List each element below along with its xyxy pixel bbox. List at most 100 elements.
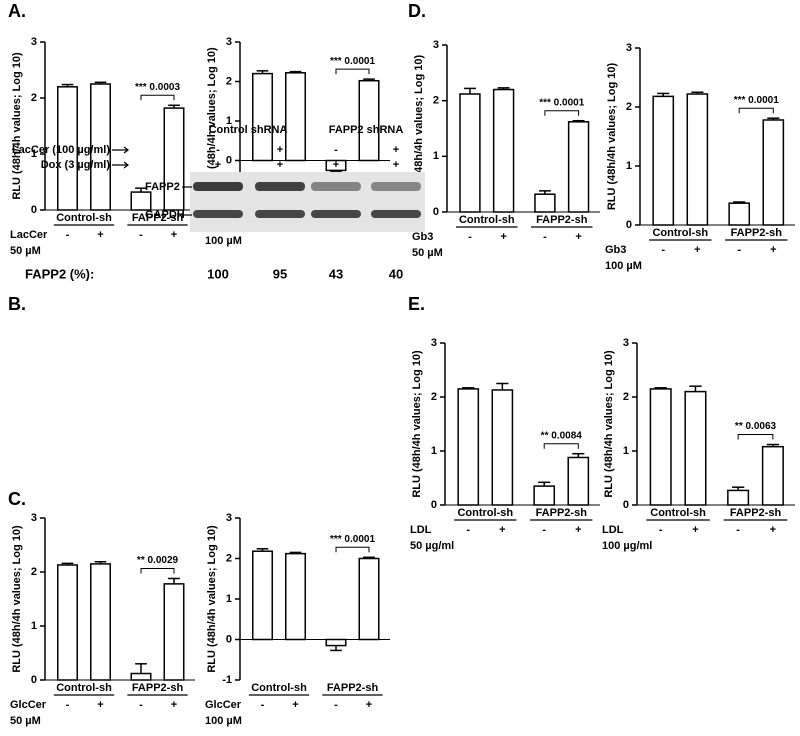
y-tick-label: 3 <box>31 36 37 48</box>
x-tick-label: - <box>66 229 70 241</box>
percent-value: 95 <box>273 266 287 281</box>
y-tick-label: 1 <box>31 148 37 160</box>
x-tick-label: + <box>770 524 776 536</box>
annotation: ** 0.0029 <box>137 555 179 566</box>
bar <box>130 191 152 211</box>
y-axis-label: RLU (48h/4h values; Log 10) <box>603 350 615 498</box>
panel-label: C. <box>8 489 26 509</box>
x-tick-label: + <box>499 524 505 536</box>
x-tick-label: - <box>466 524 470 536</box>
x-tick-label: - <box>659 524 663 536</box>
significance-bracket <box>544 110 580 116</box>
bar <box>762 119 785 226</box>
bar <box>761 445 784 506</box>
group-label: FAPP2-sh <box>536 507 588 519</box>
bar <box>163 107 185 211</box>
bar <box>491 389 514 506</box>
bar <box>457 388 480 506</box>
blot-cell: + <box>277 159 283 171</box>
y-tick-label: 2 <box>623 391 629 403</box>
x-tick-label: - <box>542 524 546 536</box>
error-bar <box>496 382 509 390</box>
dose-label: 100 µg/ml <box>602 540 652 552</box>
x-tick-label: - <box>261 699 265 711</box>
x-tick-label: + <box>770 244 776 256</box>
dose-label: 100 µM <box>205 235 242 247</box>
x-tick-label: + <box>692 524 698 536</box>
annotation: *** 0.0001 <box>734 95 779 106</box>
error-bar <box>538 190 551 195</box>
group-label: FAPP2-sh <box>731 227 783 239</box>
error-bar <box>256 70 269 74</box>
significance-bracket <box>543 443 579 449</box>
error-bar <box>572 452 585 458</box>
blot-cell: + <box>393 144 399 156</box>
x-tick-label: - <box>661 244 665 256</box>
error-bar <box>94 81 107 84</box>
x-tick-label: + <box>366 699 372 711</box>
dose-label: 100 µM <box>205 715 242 727</box>
bar <box>285 552 306 641</box>
bar <box>130 672 152 681</box>
error-bar <box>657 92 670 97</box>
bar <box>163 583 185 681</box>
y-axis-label: RLU (48h/4h values; Log 10) <box>11 52 23 200</box>
panel-label: A. <box>8 1 26 21</box>
y-tick-label: 2 <box>433 95 439 107</box>
blot-row-label: Dox (3 µg/ml) <box>41 159 111 171</box>
percent-value: 100 <box>207 266 229 281</box>
error-bar <box>330 645 342 652</box>
y-tick-label: 3 <box>431 337 437 349</box>
group-label: Control-sh <box>56 212 112 224</box>
y-axis-label: RLU (48h/4h values; Log 10) <box>206 47 218 195</box>
y-tick-label: 3 <box>31 512 37 524</box>
fapp2-band <box>371 182 421 191</box>
dose-label: 50 µM <box>10 715 41 727</box>
annotation: ** 0.0084 <box>541 430 583 441</box>
blot-cell: + <box>215 159 221 171</box>
x-tick-label: + <box>575 231 581 243</box>
y-tick-label: 1 <box>433 150 439 162</box>
panel-label: D. <box>408 1 426 21</box>
bar <box>358 557 380 641</box>
error-bar <box>463 87 476 94</box>
y-axis-label: RLU (48h/4h values; Log 10) <box>606 63 618 211</box>
gapdh-band <box>193 210 243 218</box>
error-bar <box>766 443 780 447</box>
bar <box>567 121 590 213</box>
x-tick-label: - <box>468 231 472 243</box>
y-tick-label: 2 <box>626 101 632 113</box>
y-tick-label: 1 <box>31 620 37 632</box>
y-tick-label: 1 <box>226 115 232 127</box>
bar <box>492 88 515 213</box>
bar <box>534 193 556 213</box>
dose-label: 50 µg/ml <box>410 540 454 552</box>
y-axis-label: RLU (48h/4h values; Log 10) <box>206 525 218 673</box>
y-tick-label: 0 <box>626 219 632 231</box>
y-tick-label: 2 <box>31 92 37 104</box>
error-bar <box>691 91 704 95</box>
error-bar <box>330 170 342 172</box>
group-label: Control-sh <box>56 682 112 694</box>
x-tick-label: - <box>736 524 740 536</box>
dose-label: 50 µM <box>412 247 443 259</box>
bar <box>252 72 273 162</box>
bar <box>649 388 672 506</box>
error-bar <box>363 78 375 81</box>
bar <box>459 93 481 213</box>
fapp2-band <box>311 182 361 191</box>
bar <box>90 563 111 681</box>
annotation: *** 0.0001 <box>330 534 375 545</box>
blot-header: Control shRNA <box>209 124 288 136</box>
y-tick-label: 3 <box>226 512 232 524</box>
panel-label: E. <box>408 294 425 314</box>
dose-label: 100 µM <box>605 260 642 272</box>
dose-label: 50 µM <box>10 245 41 257</box>
y-tick-label: 3 <box>226 36 232 48</box>
significance-bracket <box>335 546 370 553</box>
gapdh-band <box>371 210 421 218</box>
x-tick-label: + <box>97 229 103 241</box>
error-bar <box>256 548 269 552</box>
arrow <box>112 146 129 154</box>
treatment-label: LacCer <box>10 229 48 241</box>
